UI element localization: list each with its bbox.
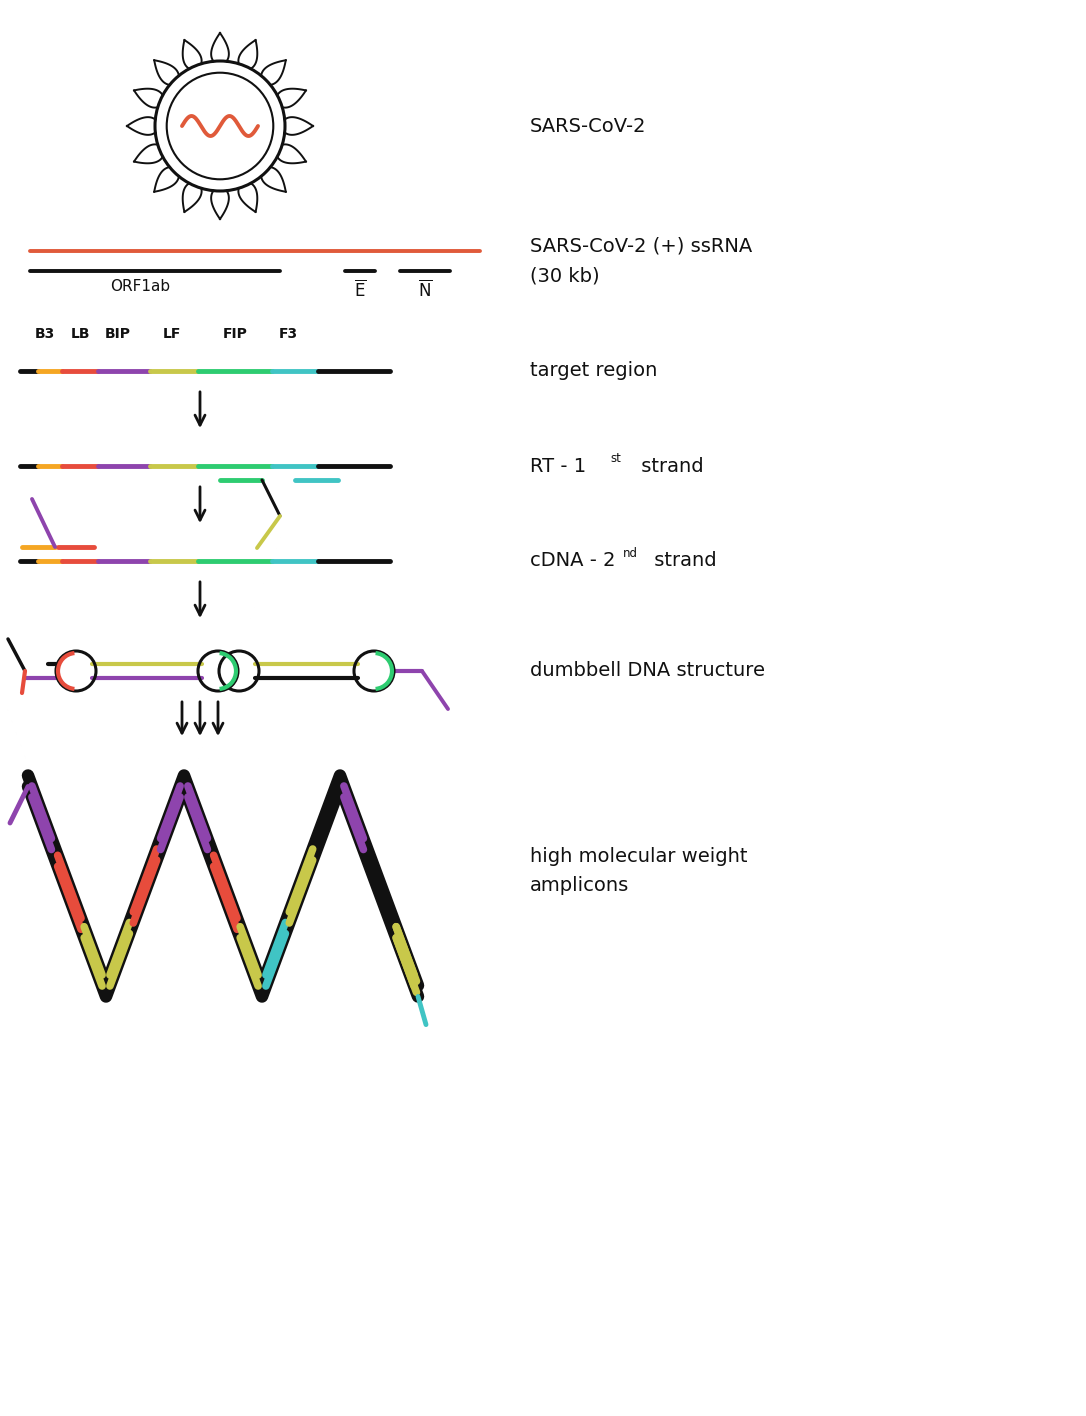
Text: cDNA - 2: cDNA - 2 bbox=[530, 551, 616, 571]
Text: RT - 1: RT - 1 bbox=[530, 456, 586, 476]
Text: $\overline{\mathrm{E}}$: $\overline{\mathrm{E}}$ bbox=[354, 279, 366, 300]
Text: SARS-CoV-2 (+) ssRNA
(30 kb): SARS-CoV-2 (+) ssRNA (30 kb) bbox=[530, 236, 753, 285]
Text: ORF1ab: ORF1ab bbox=[110, 279, 171, 295]
Text: strand: strand bbox=[648, 551, 717, 571]
Text: high molecular weight
amplicons: high molecular weight amplicons bbox=[530, 847, 747, 895]
Text: nd: nd bbox=[623, 548, 637, 561]
Text: LB: LB bbox=[71, 327, 90, 341]
Text: $\overline{\mathrm{N}}$: $\overline{\mathrm{N}}$ bbox=[418, 279, 432, 300]
Text: dumbbell DNA structure: dumbbell DNA structure bbox=[530, 661, 765, 681]
Text: target region: target region bbox=[530, 361, 657, 381]
Text: SARS-CoV-2: SARS-CoV-2 bbox=[530, 116, 646, 136]
Text: B3: B3 bbox=[35, 327, 55, 341]
Text: F3: F3 bbox=[278, 327, 298, 341]
Text: BIP: BIP bbox=[105, 327, 131, 341]
Circle shape bbox=[166, 72, 274, 180]
Text: st: st bbox=[610, 453, 621, 466]
Text: FIP: FIP bbox=[223, 327, 248, 341]
Text: strand: strand bbox=[635, 456, 704, 476]
Text: LF: LF bbox=[163, 327, 181, 341]
